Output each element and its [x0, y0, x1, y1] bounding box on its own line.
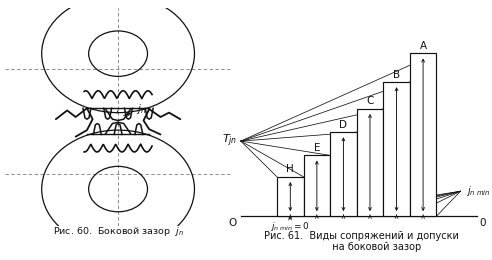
Bar — [330, 132, 357, 216]
Text: D: D — [339, 120, 347, 130]
Text: C: C — [366, 96, 373, 106]
Bar — [304, 155, 330, 216]
Bar — [277, 177, 304, 216]
Text: O: O — [229, 218, 237, 228]
Bar — [383, 82, 410, 216]
Text: Рис. 61.  Виды сопряжений и допуски
          на боковой зазор: Рис. 61. Виды сопряжений и допуски на бо… — [264, 231, 459, 252]
Text: $j_n$: $j_n$ — [136, 102, 146, 116]
Text: E: E — [313, 143, 320, 153]
Text: A: A — [420, 41, 427, 51]
Text: $T_{jn}$: $T_{jn}$ — [222, 133, 238, 149]
Text: B: B — [393, 69, 400, 80]
Bar — [357, 109, 383, 216]
Text: H: H — [286, 164, 294, 174]
Text: $j_{n\ min}$: $j_{n\ min}$ — [466, 184, 491, 198]
Text: Рис. 60.  Боковой зазор  $j_n$: Рис. 60. Боковой зазор $j_n$ — [53, 225, 184, 238]
Text: 0: 0 — [480, 218, 486, 228]
Bar — [410, 53, 436, 216]
Text: $j_{n\ min} = 0$: $j_{n\ min} = 0$ — [270, 220, 310, 233]
